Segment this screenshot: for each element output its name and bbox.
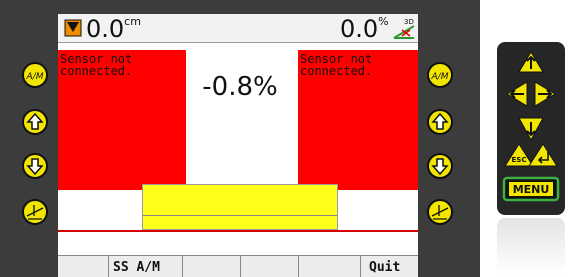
sensor-message: Sensor not connected.	[60, 52, 132, 78]
down-button[interactable]	[428, 154, 452, 178]
softkey[interactable]	[298, 256, 360, 277]
key-label: MENU	[513, 183, 550, 196]
button-label: A/M	[431, 72, 449, 82]
mode-icon	[64, 19, 82, 37]
right-key[interactable]	[535, 82, 555, 106]
keypad-reflection	[497, 218, 565, 274]
screen: 0.0cm 0.0% 3D Sensor not connected. -0.8…	[58, 14, 418, 277]
down-key[interactable]	[519, 118, 543, 140]
center-reading: -0.8%	[182, 72, 298, 102]
softkey[interactable]: SS A/M	[108, 256, 182, 277]
up-button[interactable]	[23, 110, 47, 134]
reference-line	[58, 230, 418, 232]
softkey[interactable]: Quit	[360, 256, 418, 277]
key-label: ESC	[512, 156, 527, 164]
keypad: ESC MENU	[497, 42, 565, 215]
right-unit: %	[378, 15, 388, 28]
left-buttons: A/M	[20, 58, 50, 230]
softkey[interactable]	[182, 256, 240, 277]
right-buttons: A/M	[425, 58, 455, 230]
screed-line	[143, 215, 337, 216]
left-unit: cm	[124, 15, 141, 28]
softkey[interactable]	[240, 256, 298, 277]
up-button[interactable]	[428, 110, 452, 134]
keypad-buttons: ESC MENU	[497, 42, 565, 215]
up-key[interactable]	[519, 52, 543, 72]
enter-key[interactable]	[529, 144, 557, 166]
icon-label: 3D	[404, 18, 414, 26]
status-bar: 0.0cm 0.0% 3D	[58, 14, 418, 43]
left-key[interactable]	[507, 82, 527, 106]
grade-button[interactable]	[428, 200, 452, 224]
auto-manual-button[interactable]: A/M	[23, 63, 47, 87]
down-button[interactable]	[23, 154, 47, 178]
right-value: 0.0	[340, 15, 378, 43]
auto-manual-button[interactable]: A/M	[428, 63, 452, 87]
right-sensor-box: Sensor not connected.	[298, 50, 418, 190]
page: {"top_bar": {"left_value": "0.0", "left_…	[0, 0, 574, 277]
softkey[interactable]	[58, 256, 108, 277]
button-label: A/M	[26, 72, 44, 82]
softkey-bar: SS A/M Quit	[58, 255, 418, 277]
menu-key[interactable]: MENU	[504, 178, 558, 200]
left-value: 0.0	[86, 15, 124, 43]
left-reading: 0.0cm	[86, 15, 141, 43]
sensor-message: Sensor not connected.	[300, 52, 372, 78]
escape-key[interactable]: ESC	[505, 144, 533, 166]
right-reading: 0.0%	[340, 15, 389, 43]
left-sensor-box: Sensor not connected.	[58, 50, 186, 190]
screed-block	[142, 184, 338, 230]
slope-icon: 3D	[392, 16, 416, 40]
grade-button[interactable]	[23, 200, 47, 224]
